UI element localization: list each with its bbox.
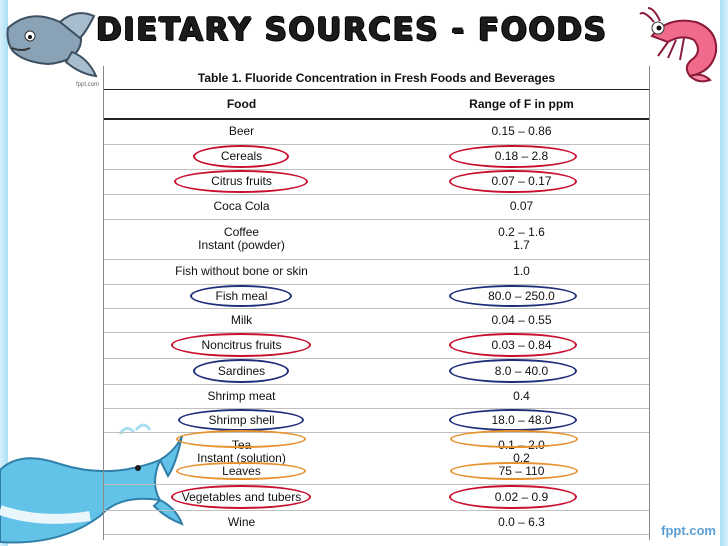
highlight-oval-range	[449, 333, 577, 357]
food-cell: Coffee Instant (powder)	[198, 225, 285, 252]
table-row: Coffee Instant (powder) 0.2 – 1.6 1.7	[104, 219, 649, 260]
food-cell: Beer	[228, 124, 255, 138]
highlight-oval-range	[449, 359, 577, 383]
food-cell: Fish without bone or skin	[175, 264, 308, 278]
highlight-oval-food	[193, 359, 289, 383]
range-cell: 0.04 – 0.55	[491, 312, 552, 327]
highlight-oval-food	[174, 170, 308, 193]
range-cell: 1.0	[513, 264, 530, 278]
highlight-oval-food	[178, 409, 304, 431]
page-title: Dietary Sources - Foods	[96, 12, 608, 48]
highlight-oval-range	[449, 409, 577, 431]
highlight-oval-food	[176, 462, 306, 480]
highlight-oval-range	[449, 285, 577, 307]
table-row: Beer 0.15 – 0.86	[104, 119, 649, 145]
right-border-strip	[720, 0, 728, 546]
highlight-oval-range	[449, 485, 577, 509]
column-header-food: Food	[226, 96, 257, 111]
fluoride-table: Table 1. Fluoride Concentration in Fresh…	[103, 66, 650, 540]
whale-icon	[0, 423, 184, 544]
table-row: Wine 0.0 – 6.3	[104, 510, 649, 535]
table-row: Citrus fruits 0.07 – 0.17	[104, 169, 649, 195]
table-row: Fish without bone or skin 1.0	[104, 259, 649, 285]
shrimp-icon	[639, 7, 718, 83]
range-cell: 0.15 – 0.86	[491, 124, 552, 138]
column-header-range: Range of F in ppm	[469, 96, 574, 111]
table-row: Noncitrus fruits 0.03 – 0.84	[104, 332, 649, 359]
fish-icon	[6, 12, 98, 78]
highlight-oval-range	[449, 170, 577, 193]
table-row: Tea Instant (solution) Leaves 0.1 – 2.0 0…	[104, 430, 649, 485]
fish-caption: fppt.com	[76, 82, 100, 88]
table-row: Fish meal 80.0 – 250.0	[104, 284, 649, 309]
highlight-oval-food	[171, 333, 311, 357]
range-cell: 0.0 – 6.3	[498, 514, 545, 529]
highlight-oval-food	[193, 145, 289, 168]
table-header: Food Range of F in ppm	[104, 90, 649, 120]
highlight-oval-range	[449, 145, 577, 168]
table-row: Cereals 0.18 – 2.8	[104, 144, 649, 170]
food-cell: Milk	[230, 312, 253, 327]
highlight-oval-range	[450, 462, 578, 480]
table-row: Sardines 8.0 – 40.0	[104, 358, 649, 385]
highlight-oval-food	[176, 430, 306, 448]
highlight-oval-food	[190, 285, 292, 307]
table-row: Shrimp shell 18.0 – 48.0	[104, 408, 649, 433]
food-cell: Shrimp meat	[207, 388, 276, 403]
table-row: Shrimp meat 0.4	[104, 384, 649, 409]
food-cell: Wine	[227, 514, 256, 529]
table-row: Coca Cola 0.07	[104, 194, 649, 220]
food-cell: Coca Cola	[213, 199, 270, 213]
table-caption: Table 1. Fluoride Concentration in Fresh…	[104, 66, 649, 90]
range-cell: 0.4	[513, 388, 530, 403]
highlight-oval-range	[450, 430, 578, 448]
table-row: Milk 0.04 – 0.55	[104, 308, 649, 333]
brand-logo: fppt.com	[661, 523, 716, 538]
table-row: Vegetables and tubers 0.02 – 0.9	[104, 484, 649, 511]
highlight-oval-food	[171, 485, 311, 509]
left-border-strip	[0, 0, 8, 546]
range-cell: 0.07	[509, 199, 534, 213]
range-cell: 0.2 – 1.6 1.7	[498, 225, 545, 252]
